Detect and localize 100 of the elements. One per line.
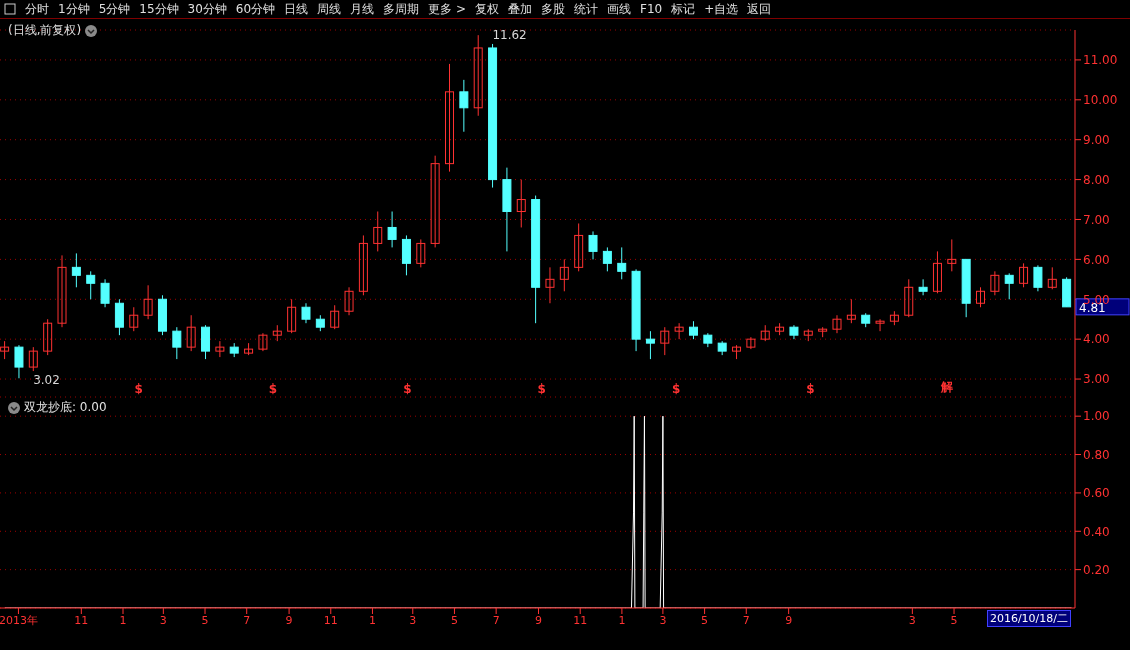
x-tick-label: 5: [950, 613, 958, 627]
text: 多股: [541, 0, 565, 18]
candlestick: [445, 63, 455, 173]
candlestick: [71, 252, 81, 288]
candlestick: [947, 238, 957, 272]
x-tick-label: 9: [535, 613, 543, 627]
candlestick: [588, 230, 598, 260]
candlestick: [674, 322, 684, 340]
text: 更多 >: [428, 0, 466, 18]
annotation: $: [268, 382, 278, 396]
y-tick-label: 0.80: [1083, 447, 1110, 462]
candlestick: [330, 304, 340, 330]
candlestick: [416, 238, 426, 268]
text: F10: [640, 2, 663, 16]
text: 周线: [317, 0, 342, 18]
x-tick-label: 9: [785, 613, 793, 627]
x-tick-label: 3: [159, 613, 167, 627]
x-tick-label: 5: [201, 613, 209, 627]
text: +自选: [704, 0, 739, 18]
text: 画线: [607, 0, 631, 18]
annotation: $: [671, 382, 681, 396]
candlestick: [976, 286, 986, 308]
annotation: $: [403, 382, 412, 396]
chart-title: (日线,前复权): [8, 22, 82, 39]
candlestick: [660, 326, 670, 356]
candlestick: [875, 318, 885, 332]
y-tick-label: 0.60: [1083, 486, 1110, 501]
y-tick-label: 9.00: [1083, 132, 1110, 147]
x-tick-label: 2013年: [0, 613, 38, 627]
annotation: 3.02: [33, 373, 60, 388]
y-tick-label: 1.00: [1083, 409, 1110, 424]
x-tick-label: 11: [323, 613, 338, 627]
candlestick: [645, 330, 655, 360]
x-tick-label: 11: [573, 613, 588, 627]
candlestick: [14, 344, 24, 379]
candlestick: [559, 258, 569, 292]
text: 月线: [350, 0, 375, 18]
candlestick: [1019, 262, 1029, 288]
text: 30分钟: [187, 0, 227, 18]
candlestick: [387, 211, 397, 248]
candlestick: [129, 306, 139, 332]
text: 2016/10/18/二: [986, 610, 1071, 627]
x-tick-label: 1: [119, 613, 127, 627]
y-tick-label: 6.00: [1083, 252, 1110, 267]
candlestick: [143, 284, 153, 320]
x-tick-label: 9: [285, 613, 293, 627]
candlestick: [516, 179, 526, 228]
candlestick: [832, 314, 842, 334]
candlestick: [473, 34, 483, 117]
annotation: 解: [940, 379, 953, 396]
candlestick: [287, 298, 297, 334]
candlestick: [574, 222, 584, 272]
candlestick: [1047, 266, 1057, 290]
candlestick: [186, 314, 196, 352]
candlestick: [904, 278, 914, 318]
text: 日线: [284, 0, 309, 18]
candlestick: [344, 286, 354, 316]
x-tick-label: 3: [908, 613, 916, 627]
candlestick: [215, 340, 225, 358]
candlestick: [617, 246, 627, 280]
text: 叠加: [508, 0, 532, 18]
text: 60分钟: [235, 0, 276, 18]
candlestick: [28, 346, 38, 372]
text: 统计: [574, 0, 598, 18]
x-tick-label: 3: [659, 613, 667, 627]
chart-title: 双龙抄底: 0.00: [24, 399, 107, 416]
y-tick-label: 0.40: [1083, 524, 1110, 539]
x-tick-label: 5: [450, 613, 458, 627]
text: 1分钟: [58, 0, 90, 18]
x-tick-label: 1: [368, 613, 376, 627]
y-tick-label: 8.00: [1083, 172, 1110, 187]
candlestick: [373, 211, 383, 252]
candlestick: [172, 326, 182, 360]
y-tick-label: 7.00: [1083, 212, 1110, 227]
candlestick: [100, 278, 110, 308]
text: 15分钟: [139, 0, 179, 18]
candlestick: [43, 318, 53, 356]
candlestick: [846, 298, 856, 324]
candlestick: [1004, 272, 1014, 300]
candlestick: [545, 266, 555, 304]
candlestick: [301, 302, 311, 324]
x-tick-label: 11: [74, 613, 89, 627]
text: 5分钟: [98, 0, 131, 18]
x-tick-label: 7: [243, 613, 251, 627]
annotation: $: [537, 382, 546, 396]
candlestick: [746, 336, 756, 350]
candlestick: [932, 250, 942, 294]
candlestick: [990, 270, 1000, 296]
y-tick-label: 3.00: [1083, 372, 1110, 387]
candlestick: [602, 246, 612, 272]
y-tick-label: 10.00: [1083, 93, 1118, 108]
x-tick-label: 3: [409, 613, 417, 627]
candlestick: [430, 155, 440, 248]
candlestick: [201, 324, 211, 360]
candlestick: [258, 332, 268, 352]
text: 标记: [671, 0, 696, 18]
x-tick-label: 5: [701, 613, 709, 627]
annotation: 11.62: [492, 28, 527, 43]
text: 多周期: [383, 0, 420, 18]
x-tick-label: 1: [618, 613, 626, 627]
